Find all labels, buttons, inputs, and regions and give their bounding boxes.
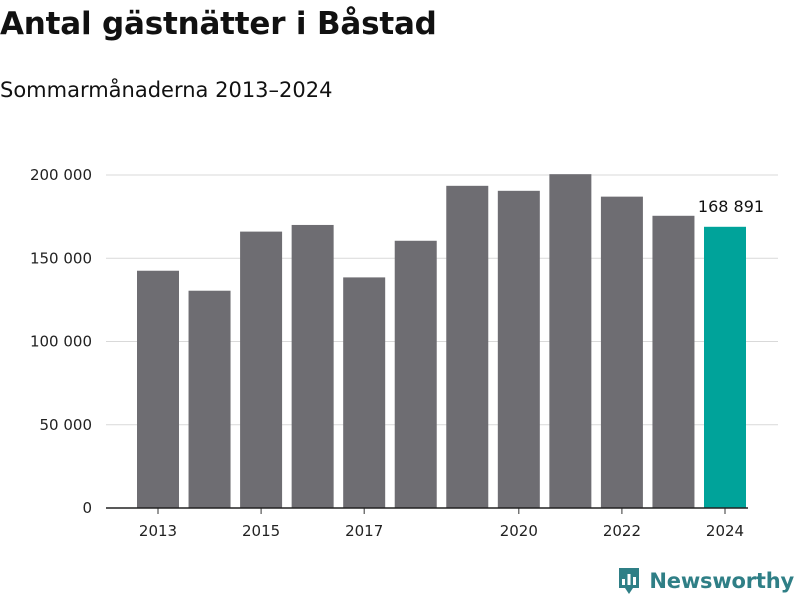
chart-title: Antal gästnätter i Båstad bbox=[0, 6, 437, 42]
x-tick-label: 2017 bbox=[345, 522, 383, 540]
labels: 0 50 000 100 000 150 000 200 000 2013 2015 2017… bbox=[30, 166, 764, 540]
y-tick-label: 200 000 bbox=[30, 166, 92, 184]
x-tick-label: 2015 bbox=[242, 522, 280, 540]
bar bbox=[497, 190, 540, 508]
y-tick-label: 50 000 bbox=[40, 416, 93, 434]
bar bbox=[291, 224, 334, 508]
bar bbox=[652, 215, 695, 509]
brand-name: Newsworthy bbox=[649, 569, 794, 593]
bar bbox=[137, 270, 179, 508]
x-tick-label: 2022 bbox=[603, 522, 641, 540]
bar bbox=[394, 240, 437, 508]
bar bbox=[188, 290, 231, 508]
brand-logo: Newsworthy bbox=[617, 566, 794, 596]
newsworthy-logo-icon bbox=[619, 568, 640, 594]
y-tick-label: 100 000 bbox=[30, 333, 92, 351]
bar bbox=[240, 231, 283, 509]
x-tick-label: 2020 bbox=[500, 522, 538, 540]
y-tick-label: 0 bbox=[82, 499, 92, 517]
chart-subtitle: Sommarmånaderna 2013–2024 bbox=[0, 78, 333, 102]
bar-value-label: 168 891 bbox=[698, 197, 764, 216]
x-tick-label: 2024 bbox=[706, 522, 744, 540]
bar bbox=[446, 185, 489, 508]
y-tick-label: 150 000 bbox=[30, 249, 92, 267]
bar bbox=[600, 196, 643, 508]
x-tick-label: 2013 bbox=[139, 522, 177, 540]
bar bbox=[343, 277, 386, 508]
bar bbox=[549, 174, 592, 509]
bar-highlighted bbox=[704, 226, 746, 508]
axes bbox=[106, 507, 748, 514]
bars bbox=[137, 174, 746, 509]
